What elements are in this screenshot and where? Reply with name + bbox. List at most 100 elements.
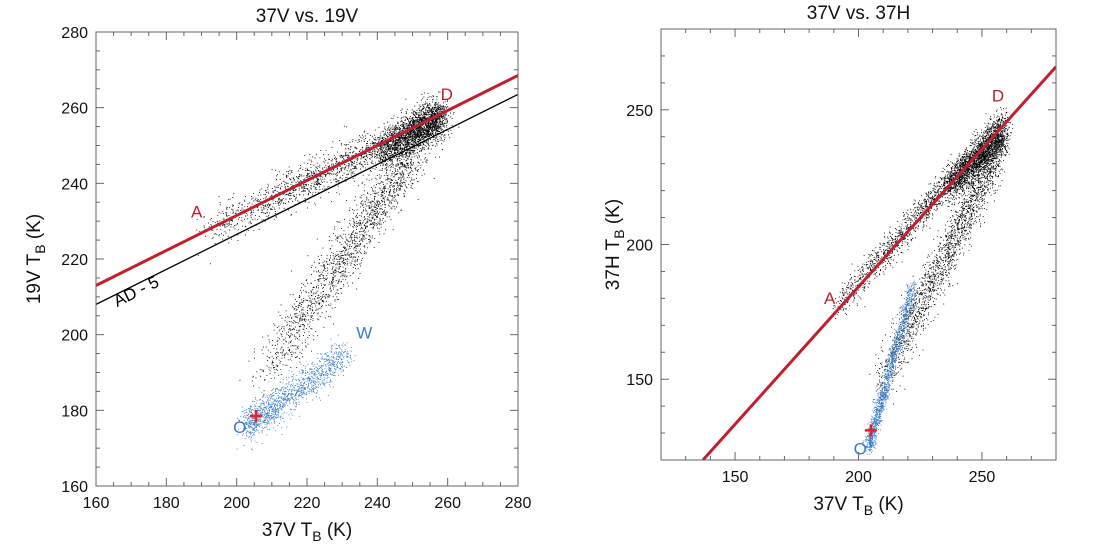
data-point <box>290 334 292 336</box>
data-point <box>451 118 453 119</box>
data-point <box>332 141 334 143</box>
data-point <box>358 256 359 258</box>
data-point <box>374 153 376 155</box>
data-point <box>435 118 437 120</box>
data-point <box>371 215 373 217</box>
data-point <box>263 197 265 199</box>
data-point <box>234 228 236 230</box>
data-point <box>325 159 327 161</box>
data-point <box>367 145 369 147</box>
data-point <box>371 160 373 162</box>
data-point <box>335 270 337 272</box>
data-point <box>312 172 314 174</box>
data-point <box>435 140 436 142</box>
data-point <box>414 132 416 134</box>
data-point <box>427 148 429 150</box>
data-point <box>423 106 425 108</box>
data-point <box>433 96 434 97</box>
data-point <box>439 122 440 123</box>
data-point <box>267 216 269 218</box>
data-point <box>388 178 390 180</box>
data-point <box>238 229 239 231</box>
data-point <box>337 254 339 256</box>
data-point <box>404 141 406 143</box>
data-point <box>434 127 436 129</box>
data-point <box>298 326 300 327</box>
data-point <box>291 334 293 336</box>
data-point <box>360 220 362 222</box>
data-point <box>409 122 411 124</box>
data-point <box>285 186 286 188</box>
data-point <box>385 213 387 215</box>
data-point <box>409 150 411 152</box>
data-point <box>289 294 291 296</box>
data-point <box>403 151 404 153</box>
data-point <box>423 139 425 140</box>
data-point <box>317 279 319 281</box>
data-point <box>320 307 322 309</box>
data-point <box>311 303 313 304</box>
data-point <box>421 135 423 137</box>
data-point <box>367 201 369 203</box>
data-point <box>417 130 419 131</box>
data-point <box>295 189 297 191</box>
data-point <box>382 151 384 152</box>
data-point <box>339 177 341 179</box>
data-point <box>312 319 314 321</box>
data-point <box>446 101 448 103</box>
data-point <box>305 292 307 294</box>
data-point <box>426 123 427 125</box>
data-point <box>422 139 423 141</box>
data-point <box>292 294 294 295</box>
data-point <box>319 315 321 317</box>
data-point <box>219 225 221 227</box>
data-point <box>406 167 408 169</box>
data-point <box>354 265 356 266</box>
data-point <box>410 168 412 170</box>
data-point <box>411 183 413 184</box>
data-point <box>280 348 282 350</box>
data-point <box>414 152 416 154</box>
data-point <box>302 186 304 188</box>
data-point <box>430 115 432 117</box>
data-point <box>436 129 438 131</box>
data-point <box>353 238 355 240</box>
data-point <box>409 138 411 140</box>
data-point <box>386 167 387 168</box>
data-point <box>453 112 455 113</box>
data-point <box>345 268 346 269</box>
data-point <box>345 145 347 147</box>
data-point <box>278 204 280 206</box>
data-point <box>227 223 229 224</box>
data-point <box>428 107 430 109</box>
data-point <box>422 142 423 144</box>
data-point <box>389 201 391 203</box>
data-point <box>379 223 381 225</box>
data-point <box>357 225 358 227</box>
data-point <box>355 241 357 242</box>
data-point <box>368 235 370 237</box>
data-point <box>443 122 445 124</box>
data-point <box>224 226 226 228</box>
data-point <box>218 235 220 237</box>
data-point <box>369 206 371 208</box>
data-point <box>355 232 356 234</box>
data-point <box>434 121 436 122</box>
data-point <box>290 352 292 353</box>
data-point <box>406 170 408 172</box>
data-point <box>326 275 328 276</box>
data-point <box>392 139 394 141</box>
data-point <box>421 147 423 149</box>
data-point <box>343 125 345 127</box>
data-point <box>364 251 365 253</box>
data-point <box>376 147 377 149</box>
data-point <box>340 170 342 172</box>
data-point <box>275 189 277 191</box>
data-point <box>406 162 408 164</box>
data-point <box>382 145 384 147</box>
data-point <box>391 143 393 145</box>
data-point <box>445 107 447 109</box>
data-point <box>406 145 408 147</box>
data-point <box>378 223 380 224</box>
data-point <box>332 271 334 272</box>
